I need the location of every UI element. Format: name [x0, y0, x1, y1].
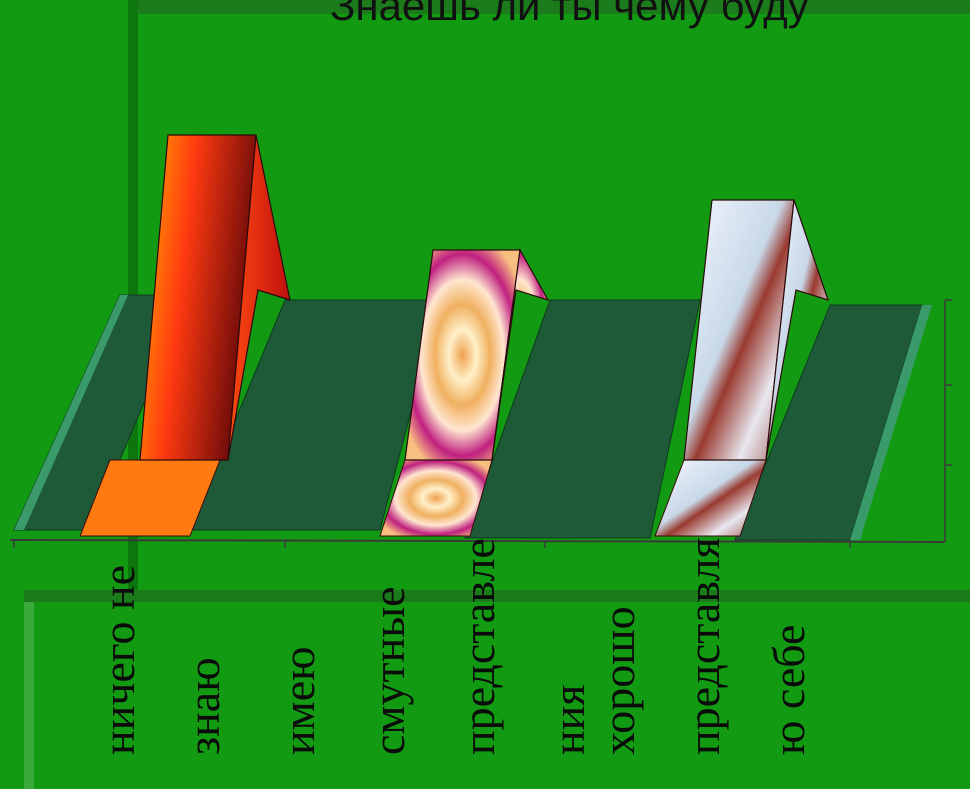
- bar: [404, 249, 521, 461]
- floor-edge: [850, 305, 932, 540]
- x-tick-label: ничего не: [93, 564, 144, 755]
- x-tick-label: смутные: [363, 586, 414, 755]
- x-tick-label: ния: [543, 684, 594, 755]
- x-tick-label: имею: [273, 646, 324, 755]
- x-axis: [9, 539, 946, 543]
- floor-edge: [14, 295, 128, 530]
- x-tick-label: ю себе: [763, 624, 814, 755]
- x-tick-label: представля: [678, 537, 729, 755]
- x-tick-label: хорошо: [593, 606, 644, 755]
- bar-side: [227, 134, 291, 461]
- floor-strip: [464, 299, 701, 539]
- x-tick-label: представле: [453, 538, 504, 755]
- bar-side: [491, 248, 550, 461]
- chart-title: Знаешь ли ты чему буду: [330, 0, 809, 29]
- bar-side: [765, 199, 829, 461]
- x-tick-label: знаю: [178, 657, 229, 755]
- bar: [683, 199, 795, 461]
